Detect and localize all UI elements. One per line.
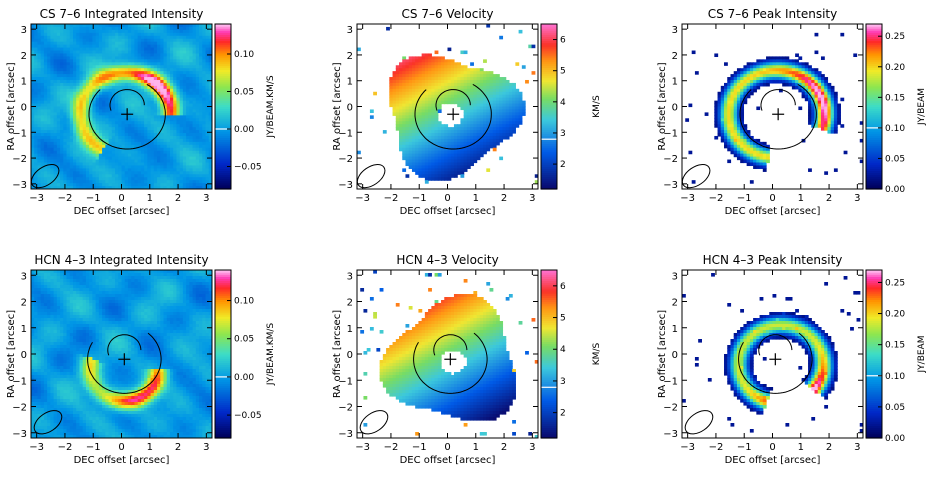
- x-tick-label: −1: [412, 193, 427, 204]
- map-pixel: [532, 71, 536, 75]
- y-tick-label: 2: [21, 51, 27, 62]
- map-pixel: [515, 62, 519, 66]
- colorbar-tick-label: 4: [560, 98, 566, 108]
- colorbar: 2 3 4 5 6 KM/S: [541, 24, 602, 190]
- map-pixel: [405, 174, 409, 178]
- x-tick-label: 3: [203, 193, 209, 204]
- map-pixel: [532, 45, 536, 49]
- map-pixel: [522, 65, 526, 69]
- x-tick-label: −2: [58, 193, 73, 204]
- map-pixel: [750, 180, 754, 184]
- map-pixel: [373, 92, 377, 96]
- y-tick-label: 3: [347, 25, 353, 36]
- map-pixel: [714, 53, 718, 57]
- map-pixel: [727, 160, 731, 164]
- x-tick-label: 2: [501, 193, 507, 204]
- map-pixel: [688, 104, 692, 108]
- x-tick-label: 0: [118, 193, 124, 204]
- map-pixel: [386, 27, 390, 31]
- x-tick-label: 0: [444, 193, 450, 204]
- x-tick-label: −3: [29, 193, 44, 204]
- map-pixel: [499, 36, 503, 40]
- map-pixel: [383, 130, 387, 134]
- y-tick-label: −2: [338, 154, 353, 165]
- colorbar-tick-label: 0.05: [234, 88, 254, 98]
- x-axis-label: DEC offset [arcsec]: [400, 206, 496, 217]
- map-pixel: [460, 174, 464, 178]
- panel-title: CS 7–6 Integrated Intensity: [40, 7, 204, 21]
- map-pixel: [705, 112, 709, 116]
- map-pixel: [370, 115, 374, 119]
- x-tick-label: −1: [86, 193, 101, 204]
- y-tick-label: 2: [347, 51, 353, 62]
- y-tick-label: 1: [21, 77, 27, 88]
- map-pixel: [357, 48, 361, 52]
- x-tick-label: 1: [473, 193, 479, 204]
- y-tick-label: −3: [338, 180, 353, 191]
- map-pixel: [692, 51, 696, 55]
- map-pixel: [522, 112, 526, 116]
- y-tick-label: 0: [21, 103, 27, 114]
- map-pixel: [486, 24, 490, 28]
- colorbar-label: JY/BEAM.KM/S: [266, 75, 276, 139]
- map-pixel: [512, 130, 516, 134]
- panel-title: CS 7–6 Velocity: [402, 7, 494, 21]
- x-tick-label: 3: [529, 193, 535, 204]
- y-tick-label: 0: [347, 103, 353, 114]
- map-pixel: [438, 109, 442, 113]
- colorbar-tick-label: 5: [560, 67, 566, 77]
- colorbar: −0.05 0.00 0.05 0.10 JY/BEAM.KM/S: [215, 24, 276, 190]
- colorbar-tick-label: 6: [560, 36, 566, 46]
- x-axis-label: DEC offset [arcsec]: [74, 206, 170, 217]
- colorbar-tick-label: 0.10: [234, 50, 254, 60]
- y-axis-label: RA offset [arcsec]: [332, 62, 343, 150]
- emission-map: [353, 24, 538, 192]
- map-pixel: [357, 151, 361, 155]
- y-axis-label: RA offset [arcsec]: [6, 62, 17, 150]
- map-pixel: [743, 101, 747, 105]
- map-pixel: [692, 180, 696, 184]
- map-pixel: [435, 51, 439, 55]
- colorbar-tick-label: 2: [560, 160, 566, 170]
- x-tick-label: 1: [147, 193, 153, 204]
- x-tick-label: −2: [384, 193, 399, 204]
- colorbar-tick-label: −0.05: [234, 163, 262, 173]
- map-pixel: [370, 109, 374, 113]
- map-pixel: [499, 157, 503, 161]
- y-tick-label: −2: [12, 154, 27, 165]
- y-tick-label: 1: [347, 77, 353, 88]
- map-pixel: [724, 62, 728, 66]
- y-tick-label: −3: [12, 180, 27, 191]
- map-pixel: [525, 80, 529, 84]
- map-pixel: [402, 168, 406, 172]
- x-tick-label: 2: [175, 193, 181, 204]
- map-pixel: [685, 118, 689, 122]
- map-pixel: [470, 62, 474, 66]
- map-pixel: [493, 148, 497, 152]
- map-pixel: [464, 51, 468, 55]
- colorbar-tick-label: 0.00: [234, 125, 254, 135]
- emission-map: [27, 24, 212, 192]
- colorbar-tick-label: 3: [560, 129, 566, 139]
- map-pixel: [483, 59, 487, 63]
- map-pixel: [695, 71, 699, 75]
- colorbar-label: KM/S: [592, 95, 602, 118]
- emission-map: [678, 24, 863, 192]
- map-pixel: [448, 48, 452, 52]
- y-tick-label: 3: [21, 25, 27, 36]
- map-pixel: [486, 168, 490, 172]
- map-pixel: [519, 121, 523, 125]
- map-pixel: [519, 30, 523, 34]
- x-tick-label: −3: [355, 193, 370, 204]
- map-pixel: [688, 151, 692, 155]
